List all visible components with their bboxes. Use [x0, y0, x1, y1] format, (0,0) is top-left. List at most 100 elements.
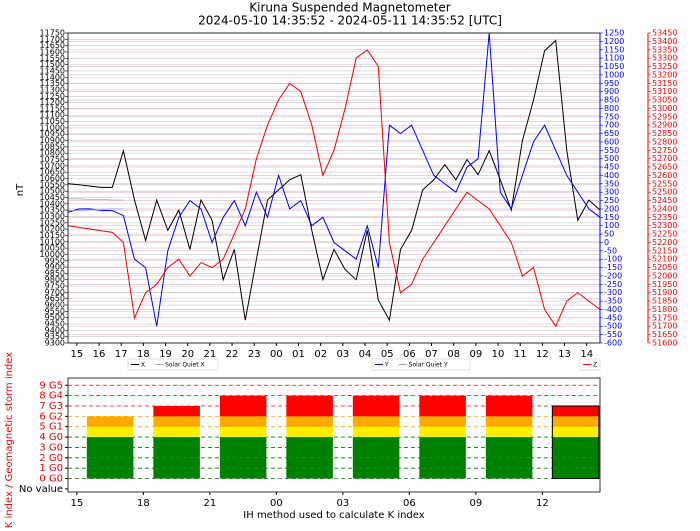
y-tick-label: 5 G1 — [39, 422, 63, 433]
bar-segment — [286, 468, 333, 479]
y-tick-label: 9 G5 — [39, 380, 63, 391]
x-tick-label: 00 — [270, 498, 283, 509]
bar-segment — [485, 447, 533, 458]
x-tick-label: 15 — [70, 498, 83, 509]
y-tick-label: 500 — [604, 154, 619, 163]
y-tick-label: -600 — [604, 339, 622, 348]
y-tick-label: 52150 — [652, 246, 677, 255]
y-tick-label: 51750 — [652, 313, 677, 322]
bar-segment — [219, 426, 267, 438]
x-tick-label: 03 — [336, 498, 349, 509]
series-line — [67, 39, 601, 322]
y-tick-label: -350 — [604, 297, 622, 306]
y-tick-label: 10200 — [40, 225, 65, 234]
y-tick-label: 52700 — [652, 154, 677, 163]
bar-segment — [219, 457, 267, 469]
bar-segment — [419, 447, 466, 458]
x-tick-label: 20 — [181, 349, 194, 360]
y-tick-label: 53100 — [652, 87, 677, 96]
legend-box — [127, 358, 219, 371]
y-tick-label: 52900 — [652, 121, 677, 130]
bar-segment — [219, 468, 267, 479]
y-tick-label: 6 G2 — [39, 411, 63, 422]
y-tick-label: 950 — [604, 79, 619, 88]
x-axis-label: IH method used to calculate K index — [243, 510, 424, 521]
x-tick-label: 17 — [115, 349, 128, 360]
y-tick-label: 11050 — [40, 117, 65, 126]
y-tick-label: 10000 — [40, 250, 65, 259]
bar-segment — [419, 426, 466, 438]
bar-segment — [419, 437, 466, 448]
x-tick-label: 09 — [469, 498, 482, 509]
y-tick-label: 52750 — [652, 146, 677, 155]
y-tick-label: 350 — [604, 179, 619, 188]
x-tick-label: 08 — [447, 349, 460, 360]
y-tick-label: 1150 — [604, 45, 624, 54]
bar-segment — [352, 468, 400, 479]
y-tick-label: 9400 — [45, 326, 65, 335]
bar-segment — [485, 416, 533, 427]
y-tick-label: 10350 — [40, 206, 65, 215]
y-tick-label: 52300 — [652, 221, 677, 230]
y-tick-label: 53000 — [652, 104, 677, 113]
y-tick-label: No value — [19, 484, 63, 495]
bar-segment — [485, 437, 533, 448]
x-tick-label: 18 — [137, 498, 150, 509]
x-tick-label: 05 — [381, 349, 394, 360]
bar-segment — [153, 468, 200, 479]
y-tick-label: 11550 — [40, 54, 65, 63]
bar-segment — [86, 447, 134, 458]
y-tick-label: 9550 — [45, 307, 65, 316]
legend-label: Y — [384, 362, 389, 369]
y-tick-label: 10850 — [40, 142, 65, 151]
y-tick-label: 52100 — [652, 255, 677, 264]
bar-segment — [286, 395, 333, 406]
y-tick-label: 250 — [604, 196, 619, 205]
y-tick-label: 9700 — [45, 288, 65, 297]
y-tick-label: 9850 — [45, 269, 65, 278]
bar-segment — [286, 447, 333, 458]
y-tick-label: 800 — [604, 104, 619, 113]
legend-box — [371, 358, 471, 371]
x-tick-label: 03 — [336, 349, 349, 360]
y-tick-label: 9650 — [45, 294, 65, 303]
x-tick-label: 01 — [292, 349, 305, 360]
x-tick-label: 12 — [536, 498, 549, 509]
bar-segment — [153, 437, 200, 448]
y-tick-label: 53350 — [652, 45, 677, 54]
y-tick-label: -400 — [604, 305, 622, 314]
y-tick-label: -150 — [604, 263, 622, 272]
y-tick-label: 52250 — [652, 230, 677, 239]
y-tick-label: 10900 — [40, 136, 65, 145]
x-tick-label: 12 — [536, 349, 549, 360]
bar-segment — [219, 405, 267, 417]
bar-segment — [86, 437, 134, 448]
y-tick-label: 10150 — [40, 231, 65, 240]
bar-segment — [219, 447, 267, 458]
y-tick-label: 52400 — [652, 204, 677, 213]
y-tick-label: 4 G0 — [39, 432, 63, 443]
y-tick-label: -500 — [604, 322, 622, 331]
y-tick-label: 53200 — [652, 70, 677, 79]
x-tick-label: 15 — [70, 349, 83, 360]
y-tick-label: 9350 — [45, 332, 65, 341]
y-tick-label: 450 — [604, 163, 619, 172]
bar-segment — [352, 457, 400, 469]
y-tick-label: 11000 — [40, 123, 65, 132]
y-tick-label: 600 — [604, 137, 619, 146]
y-tick-label: 52550 — [652, 179, 677, 188]
chart-subtitle: 2024-05-10 14:35:52 - 2024-05-11 14:35:5… — [198, 14, 502, 28]
y-tick-label: 10700 — [40, 161, 65, 170]
y-tick-label: 9950 — [45, 256, 65, 265]
y-tick-label: 11600 — [40, 47, 65, 56]
bar-segment — [86, 426, 134, 438]
y-tick-label: 2 G0 — [39, 453, 63, 464]
bar-segment — [419, 457, 466, 469]
bar-segment — [552, 437, 599, 448]
y-tick-label: 7 G3 — [39, 401, 63, 412]
x-tick-label: 13 — [558, 349, 571, 360]
bar-segment — [485, 405, 533, 417]
y-tick-label: 51850 — [652, 297, 677, 306]
bar-segment — [552, 457, 599, 469]
y-tick-label: 11750 — [40, 29, 65, 38]
